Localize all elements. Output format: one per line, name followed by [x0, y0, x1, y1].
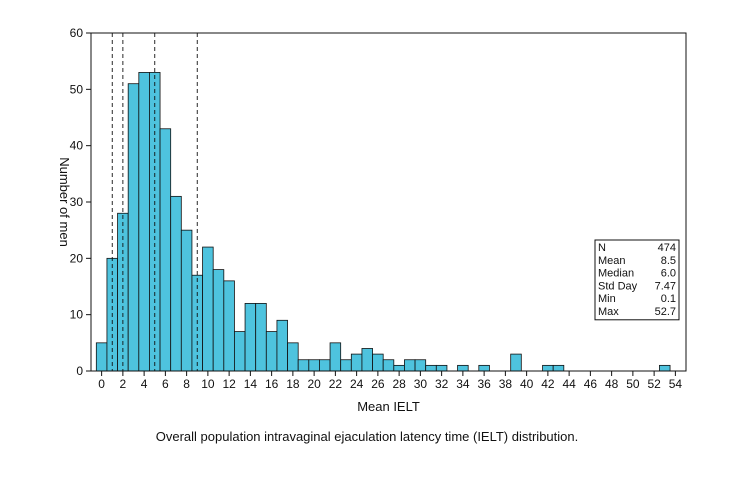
- x-tick-label: 34: [456, 377, 470, 391]
- stats-value: 0.1: [661, 293, 676, 305]
- histogram-bar: [340, 359, 352, 372]
- stats-label: Max: [598, 306, 619, 318]
- x-tick-label: 42: [541, 377, 555, 391]
- histogram-bar: [457, 364, 469, 372]
- x-tick-label: 38: [499, 377, 513, 391]
- stats-value: 474: [658, 242, 676, 254]
- x-tick-label: 2: [120, 377, 127, 391]
- histogram-bar: [180, 229, 193, 372]
- histogram-bar: [276, 319, 288, 372]
- x-axis-ticks: 0 2 4 6 8 10 12 14 16 18 20 22 24 26 28 30 32 34 36 38 40 42 4…: [98, 371, 682, 391]
- histogram-chart: 0 2 4 6 8 10 12 14 16 18 20 22 24 26 28 30 32 34 36 38 40 42 4…: [57, 26, 687, 414]
- histogram-bar: [95, 342, 108, 372]
- stats-value: 6.0: [661, 268, 676, 280]
- histogram-bar: [202, 246, 214, 372]
- histogram-bar: [138, 72, 150, 372]
- x-tick-label: 18: [286, 377, 300, 391]
- histogram-bar: [404, 359, 416, 372]
- y-tick-label: 0: [76, 364, 83, 378]
- histogram-bar: [393, 364, 405, 372]
- stats-value: 8.5: [661, 255, 676, 267]
- stats-label: Min: [598, 293, 616, 305]
- stats-value: 52.7: [655, 306, 676, 318]
- y-axis-ticks: 0 10 20 30 40 50 60: [70, 26, 91, 378]
- stats-label: N: [598, 242, 606, 254]
- histogram-bar: [350, 353, 363, 372]
- x-tick-label: 48: [605, 377, 619, 391]
- histogram-bar: [372, 353, 384, 372]
- stats-box-frame: [594, 239, 680, 321]
- histogram-bar: [255, 302, 267, 372]
- figure-caption: Overall population intravaginal ejaculat…: [155, 429, 579, 444]
- y-tick-label: 40: [70, 139, 84, 153]
- histogram-bar: [212, 269, 225, 372]
- histogram-bar: [265, 331, 278, 372]
- stats-label: Mean: [598, 255, 626, 267]
- histogram-bar: [244, 302, 257, 372]
- histogram-bar: [287, 342, 299, 372]
- x-tick-label: 26: [371, 377, 385, 391]
- x-tick-label: 0: [98, 377, 105, 391]
- x-tick-label: 16: [265, 377, 279, 391]
- histogram-bar: [297, 359, 310, 372]
- histogram-bar: [159, 128, 172, 372]
- x-tick-label: 4: [141, 377, 148, 391]
- x-tick-label: 22: [329, 377, 343, 391]
- x-tick-label: 40: [520, 377, 534, 391]
- histogram-bar: [510, 353, 522, 372]
- bars-group: [95, 72, 671, 372]
- histogram-bar: [382, 359, 395, 372]
- x-tick-label: 30: [414, 377, 428, 391]
- histogram-bar: [308, 359, 320, 372]
- x-tick-label: 24: [350, 377, 364, 391]
- histogram-bar: [659, 364, 671, 372]
- x-tick-label: 6: [162, 377, 169, 391]
- stats-label: Median: [598, 268, 634, 280]
- x-tick-label: 52: [647, 377, 661, 391]
- y-tick-label: 10: [70, 308, 84, 322]
- histogram-bar: [329, 342, 342, 372]
- x-tick-label: 14: [244, 377, 258, 391]
- x-tick-label: 32: [435, 377, 449, 391]
- reference-lines-group: [111, 33, 198, 371]
- y-axis-label: Number of men: [57, 157, 72, 247]
- y-tick-label: 30: [70, 195, 84, 209]
- y-tick-label: 60: [70, 26, 84, 40]
- histogram-bar: [478, 364, 490, 372]
- x-tick-label: 12: [222, 377, 236, 391]
- y-tick-label: 20: [70, 251, 84, 265]
- y-tick-label: 50: [70, 82, 84, 96]
- histogram-bar: [552, 364, 565, 372]
- histogram-bar: [234, 331, 246, 372]
- x-tick-label: 10: [201, 377, 215, 391]
- x-tick-label: 8: [183, 377, 190, 391]
- histogram-bar: [435, 364, 448, 372]
- histogram-bar: [425, 364, 437, 372]
- x-tick-label: 54: [669, 377, 683, 391]
- histogram-bar: [127, 83, 140, 372]
- x-tick-label: 36: [477, 377, 491, 391]
- stats-box: N 474 Mean 8.5 Median 6.0 Std Day 7.47 Min 0.1 Max…: [594, 239, 680, 321]
- histogram-bar: [170, 195, 182, 372]
- x-tick-label: 44: [562, 377, 576, 391]
- histogram-bar: [414, 359, 427, 372]
- histogram-bar: [361, 348, 373, 372]
- stats-label: Std Day: [598, 280, 638, 292]
- x-tick-label: 20: [307, 377, 321, 391]
- x-tick-label: 50: [626, 377, 640, 391]
- stats-value: 7.47: [655, 280, 676, 292]
- histogram-bar: [223, 280, 235, 372]
- histogram-bar: [542, 364, 554, 372]
- x-tick-label: 28: [392, 377, 406, 391]
- x-axis-label: Mean IELT: [357, 399, 420, 414]
- histogram-bar: [319, 359, 331, 372]
- x-tick-label: 46: [584, 377, 598, 391]
